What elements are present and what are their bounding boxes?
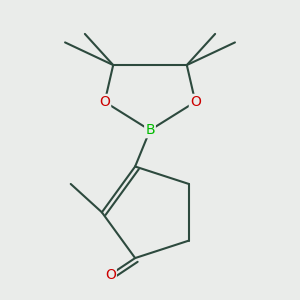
Text: O: O	[190, 95, 201, 109]
Text: O: O	[99, 95, 110, 109]
Text: O: O	[105, 268, 116, 282]
Text: B: B	[145, 123, 155, 137]
